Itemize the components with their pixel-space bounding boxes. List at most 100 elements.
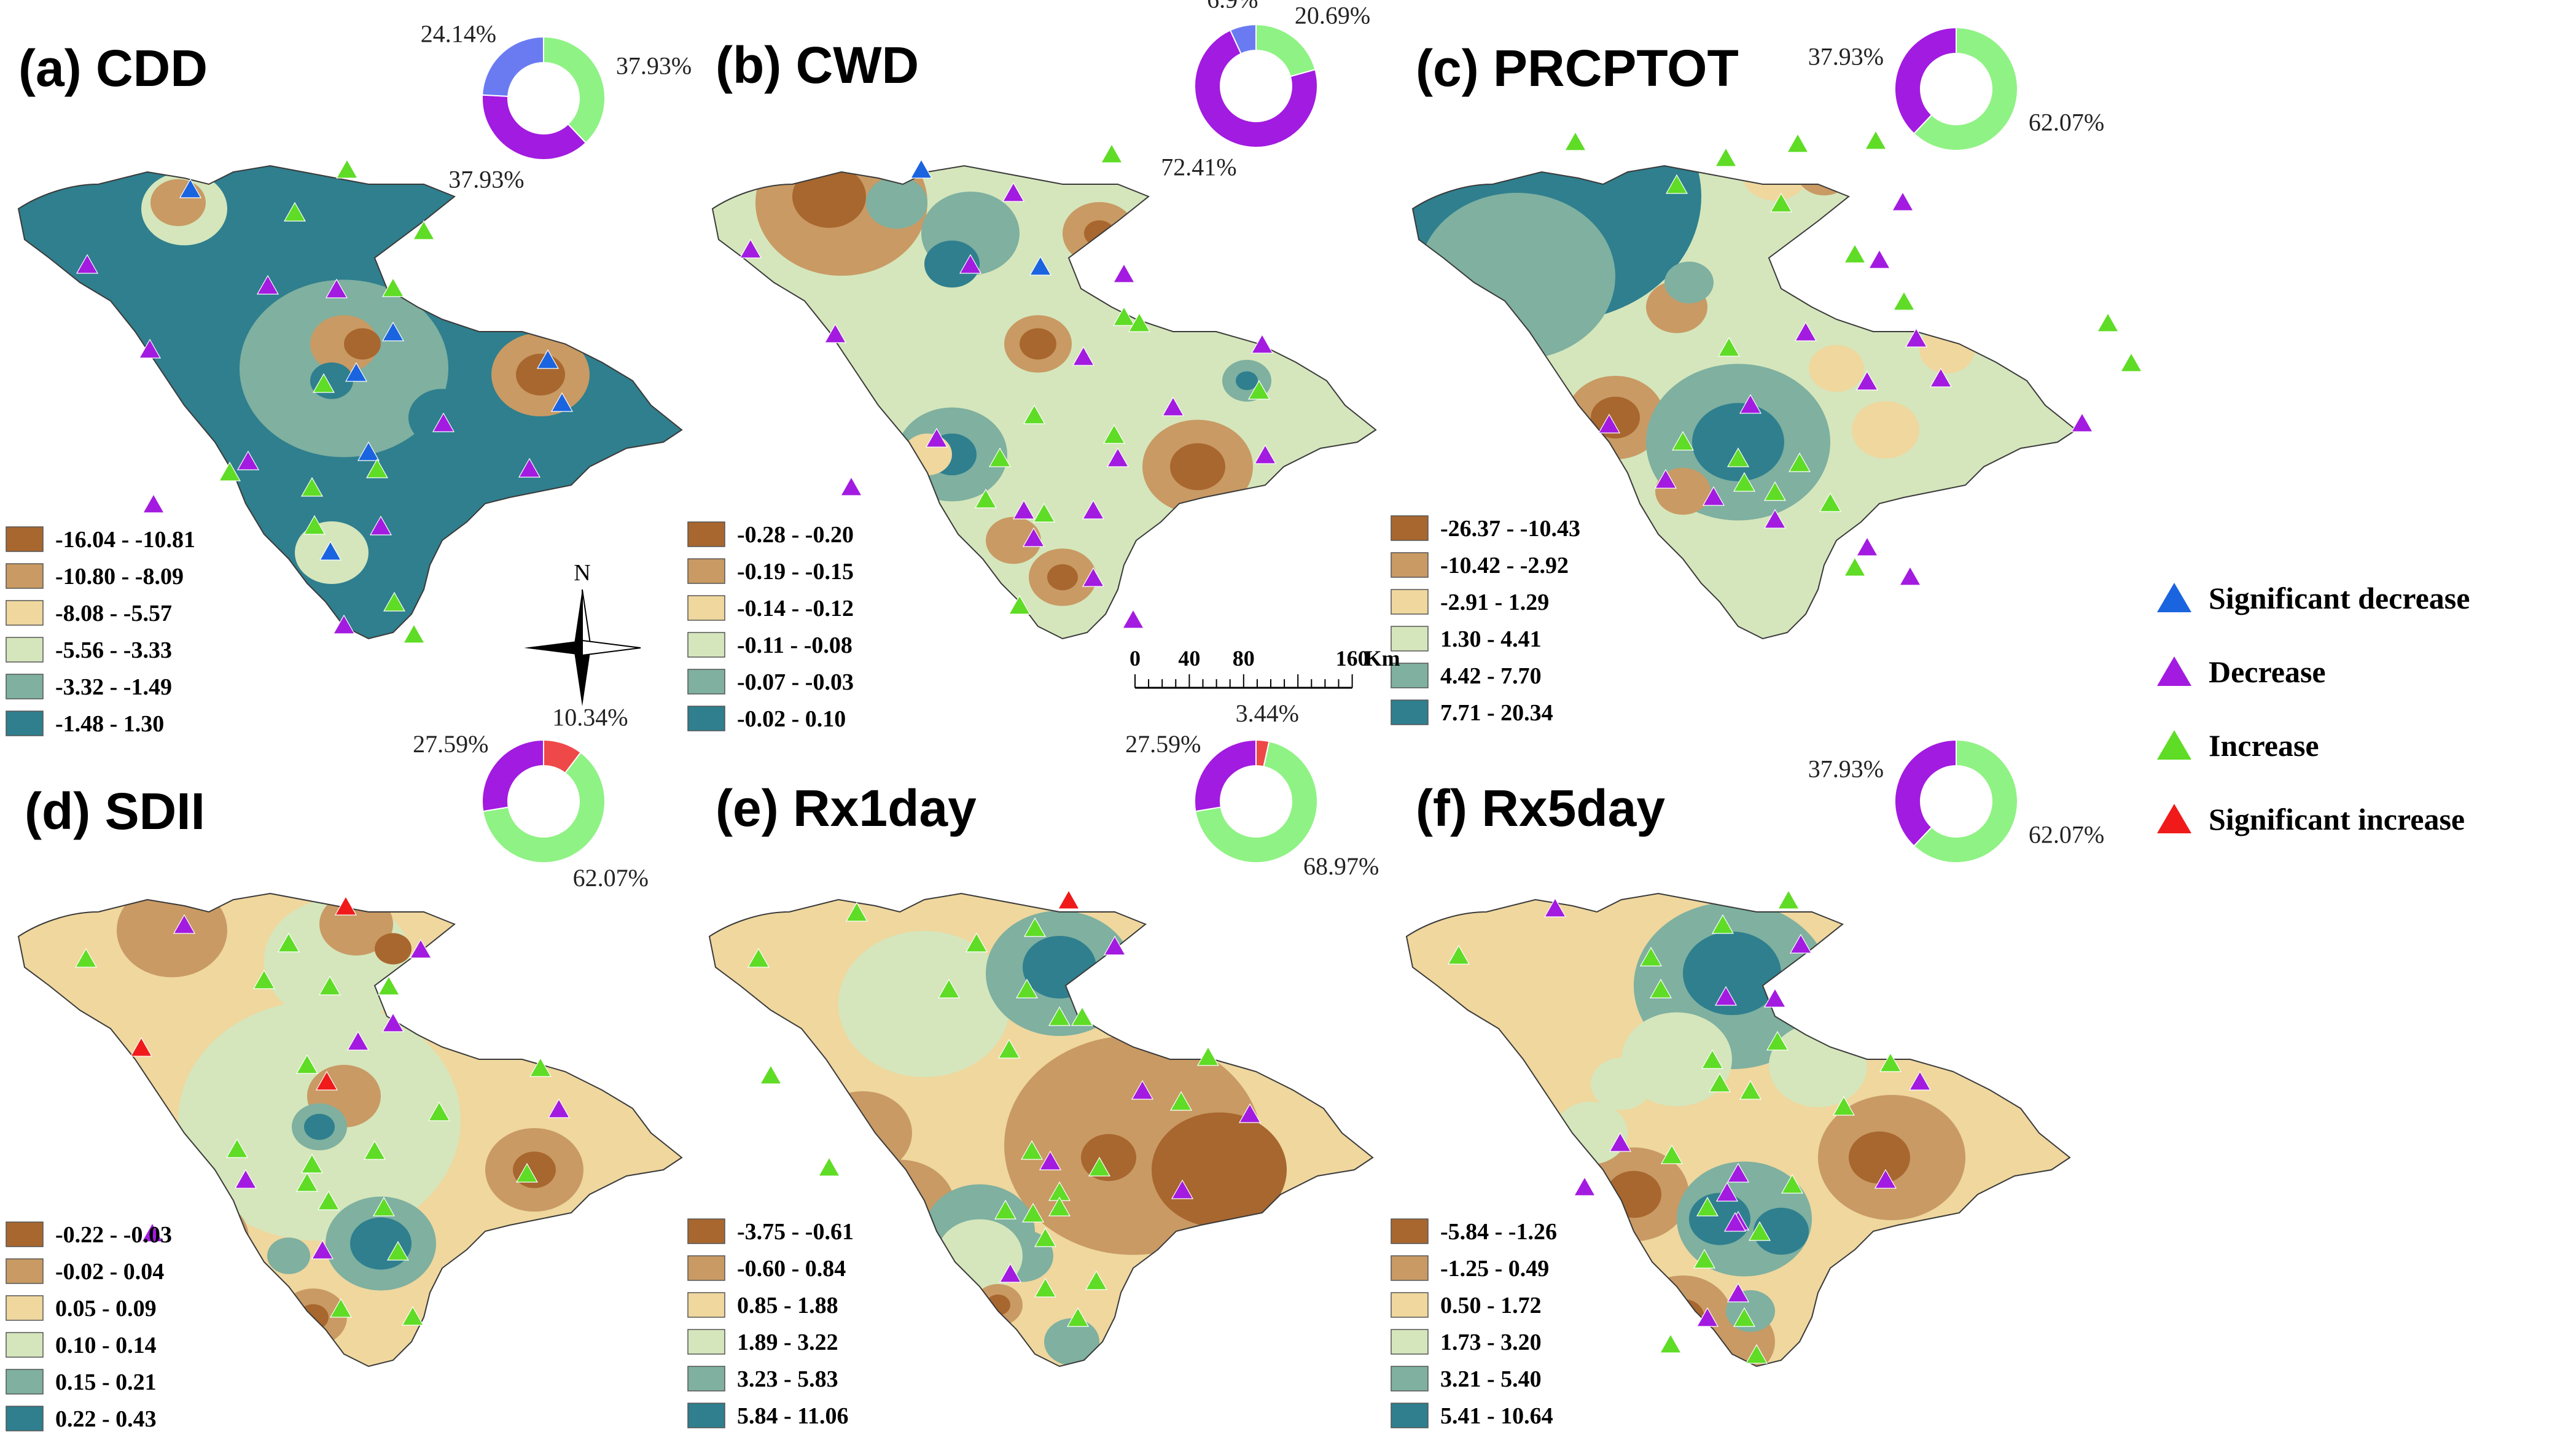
donut-slice — [1913, 739, 2018, 863]
increase-marker — [1763, 481, 1787, 501]
significant-decrease-marker — [319, 540, 342, 561]
decrease-marker — [1905, 327, 1928, 348]
decrease-marker — [173, 914, 196, 934]
increase-marker — [1739, 1080, 1762, 1100]
trend-donut: 62.07% 37.93% — [1808, 739, 2104, 863]
increase-marker — [381, 277, 405, 297]
increase-marker — [997, 1038, 1021, 1059]
increase-marker — [1112, 306, 1136, 326]
decrease-marker — [1898, 566, 1922, 586]
donut-percentage-label: 37.93% — [448, 166, 524, 193]
legend-label: -0.14 - -0.12 — [737, 596, 854, 621]
increase-marker — [1020, 1140, 1044, 1160]
panel-c: (c) PRCPTOT -26.37 - -10.43 -10.42 - -2.92… — [1391, 26, 2143, 726]
decrease-marker — [346, 1030, 370, 1051]
decrease-marker — [1726, 1282, 1750, 1302]
significant-increase-marker — [1057, 889, 1080, 909]
trend-donut: 20.69% 72.41% 6.9% — [1161, 0, 1370, 181]
donut-percentage-label: 6.9% — [1207, 0, 1258, 13]
value-zone — [375, 933, 412, 965]
legend-label: 0.15 - 0.21 — [55, 1369, 157, 1395]
legend-swatch — [6, 1258, 44, 1284]
value-zone — [1170, 443, 1225, 491]
station-markers — [1564, 130, 2143, 586]
station-markers — [747, 889, 1262, 1327]
legend-label: -0.60 - 0.84 — [737, 1256, 846, 1282]
decrease-marker — [1696, 1307, 1719, 1327]
legend-swatch — [687, 1366, 725, 1392]
increase-marker — [1032, 502, 1056, 523]
legend-label: -2.91 - 1.29 — [1440, 590, 1549, 615]
panel-title: (e) Rx1day — [716, 779, 977, 837]
legend-swatch — [6, 563, 44, 589]
symbol-legend-label: Increase — [2209, 728, 2319, 763]
donut-slice — [1194, 739, 1257, 812]
significant-decrease-marker — [910, 158, 933, 179]
basin-outline — [711, 165, 1377, 640]
symbol-legend-label: Significant increase — [2209, 802, 2465, 836]
decrease-marker — [236, 450, 260, 470]
decrease-marker — [1103, 935, 1126, 956]
increase-marker — [277, 932, 300, 952]
increase-marker — [402, 623, 426, 644]
increase-marker — [386, 1240, 410, 1261]
increase-marker — [317, 1190, 340, 1210]
donut-slice — [1255, 23, 1316, 77]
increase-marker — [817, 1156, 841, 1177]
increase-marker — [1733, 472, 1756, 492]
panel-title: (f) Rx5day — [1416, 779, 1665, 837]
north-arrow-head-light — [582, 589, 592, 648]
decrease-marker — [1874, 1169, 1897, 1189]
panel-title: (c) PRCPTOT — [1416, 39, 1739, 97]
basin-fill — [1413, 166, 2076, 639]
increase-marker — [1708, 1072, 1731, 1092]
decrease-marker — [1714, 986, 1738, 1006]
legend-swatch — [1391, 699, 1429, 725]
decrease-marker — [76, 254, 99, 274]
increase-marker — [1015, 978, 1039, 999]
increase-marker — [845, 901, 868, 922]
increase-marker — [994, 1199, 1017, 1220]
value-zone — [1044, 1318, 1099, 1366]
value-zone — [1664, 262, 1714, 303]
scale-bar-unit: Km — [1365, 646, 1400, 671]
value-legend: -0.22 - -0.03 -0.02 - 0.04 0.05 - 0.09 0.10… — [6, 1221, 172, 1432]
legend-label: -26.37 - -10.43 — [1440, 516, 1580, 542]
increase-marker — [1023, 917, 1047, 937]
basin-outline — [708, 892, 1374, 1368]
increase-marker — [988, 447, 1012, 467]
decrease-marker — [432, 412, 455, 432]
panel-d: (d) SDII -0.22 - -0.03 -0.02 - 0.04 0.05 - … — [6, 704, 683, 1432]
basin-map — [17, 158, 683, 644]
increase-marker — [401, 1306, 424, 1326]
decrease-marker — [518, 457, 541, 478]
legend-label: 0.05 - 0.09 — [55, 1296, 157, 1322]
value-zone — [857, 1186, 918, 1239]
donut-percentage-label: 20.69% — [1295, 2, 1370, 29]
basin-fill — [1406, 893, 2070, 1366]
increase-marker — [1745, 1344, 1768, 1364]
value-zone — [986, 1294, 1010, 1315]
increase-marker — [965, 932, 988, 952]
decrease-marker — [1715, 1182, 1739, 1202]
increase-marker — [372, 1196, 396, 1217]
donut-percentage-label: 72.41% — [1161, 154, 1236, 181]
increase-marker — [300, 1153, 324, 1174]
panels-root: (a) CDD -16.04 - -10.81 -10.80 - -8.09 -8.0… — [6, 0, 2143, 1432]
increase-marker — [1843, 556, 1867, 577]
increase-marker — [1196, 1046, 1220, 1066]
panel-f: (f) Rx5day -5.84 - -1.26 -1.25 - 0.49 0.50 … — [1391, 739, 2104, 1429]
decrease-marker — [1763, 987, 1787, 1008]
increase-marker — [1066, 1307, 1090, 1327]
increase-marker — [1660, 1144, 1683, 1164]
decrease-marker — [1868, 249, 1891, 269]
increase-marker — [1711, 914, 1734, 934]
decrease-marker — [1082, 567, 1105, 587]
increase-marker — [283, 201, 306, 222]
decrease-marker — [1250, 333, 1274, 354]
decrease-marker — [1739, 394, 1762, 414]
legend-label: 0.22 - 0.43 — [55, 1406, 157, 1432]
donut-percentage-label: 37.93% — [1808, 755, 1884, 782]
